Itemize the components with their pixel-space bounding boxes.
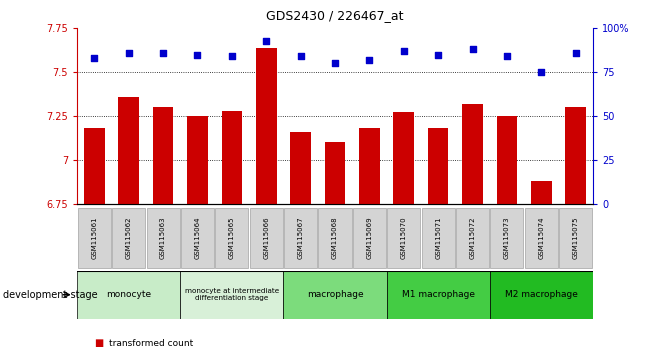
FancyBboxPatch shape <box>318 208 352 268</box>
FancyBboxPatch shape <box>284 208 317 268</box>
FancyBboxPatch shape <box>387 208 420 268</box>
Point <box>536 69 547 75</box>
Bar <box>290 132 311 204</box>
Text: GSM115069: GSM115069 <box>366 217 373 259</box>
Text: GSM115063: GSM115063 <box>160 217 166 259</box>
Bar <box>393 113 414 204</box>
FancyBboxPatch shape <box>559 208 592 268</box>
Text: macrophage: macrophage <box>307 290 363 299</box>
Text: GSM115073: GSM115073 <box>504 217 510 259</box>
FancyBboxPatch shape <box>215 208 249 268</box>
Bar <box>119 97 139 204</box>
Text: GSM115066: GSM115066 <box>263 217 269 259</box>
FancyBboxPatch shape <box>112 208 145 268</box>
Text: transformed count: transformed count <box>109 339 193 348</box>
Text: GSM115064: GSM115064 <box>194 217 200 259</box>
Bar <box>256 47 277 204</box>
Bar <box>462 104 483 204</box>
Point <box>89 55 100 61</box>
FancyBboxPatch shape <box>180 271 283 319</box>
Bar <box>222 111 242 204</box>
Point <box>433 52 444 57</box>
Point <box>502 53 513 59</box>
Text: GSM115074: GSM115074 <box>539 217 544 259</box>
Text: GSM115071: GSM115071 <box>436 217 441 259</box>
FancyBboxPatch shape <box>147 208 180 268</box>
Bar <box>496 116 517 204</box>
Text: GSM115062: GSM115062 <box>126 217 131 259</box>
Text: GDS2430 / 226467_at: GDS2430 / 226467_at <box>266 9 404 22</box>
FancyBboxPatch shape <box>181 208 214 268</box>
Point <box>157 50 168 56</box>
Text: GSM115070: GSM115070 <box>401 217 407 259</box>
FancyBboxPatch shape <box>283 271 387 319</box>
Point <box>364 57 375 63</box>
Text: monocyte: monocyte <box>106 290 151 299</box>
Point <box>570 50 581 56</box>
Point <box>330 61 340 66</box>
Point <box>226 53 237 59</box>
Point <box>261 38 271 44</box>
Text: M1 macrophage: M1 macrophage <box>402 290 474 299</box>
Bar <box>428 128 448 204</box>
Bar <box>565 107 586 204</box>
FancyBboxPatch shape <box>387 271 490 319</box>
Text: M2 macrophage: M2 macrophage <box>505 290 578 299</box>
Bar <box>359 128 380 204</box>
FancyBboxPatch shape <box>250 208 283 268</box>
Text: GSM115061: GSM115061 <box>91 217 97 259</box>
FancyBboxPatch shape <box>490 208 523 268</box>
Bar <box>325 142 345 204</box>
Bar <box>187 116 208 204</box>
Bar <box>84 128 105 204</box>
Text: monocyte at intermediate
differentiation stage: monocyte at intermediate differentiation… <box>185 288 279 301</box>
FancyBboxPatch shape <box>490 271 593 319</box>
FancyBboxPatch shape <box>77 271 180 319</box>
FancyBboxPatch shape <box>456 208 489 268</box>
FancyBboxPatch shape <box>525 208 558 268</box>
Text: GSM115072: GSM115072 <box>470 217 476 259</box>
Text: development stage: development stage <box>3 290 98 300</box>
Text: ■: ■ <box>94 338 103 348</box>
Point <box>123 50 134 56</box>
FancyBboxPatch shape <box>78 208 111 268</box>
Point <box>295 53 306 59</box>
Text: GSM115065: GSM115065 <box>229 217 234 259</box>
Bar <box>531 181 551 204</box>
Point <box>399 48 409 54</box>
Text: GSM115075: GSM115075 <box>573 217 579 259</box>
FancyBboxPatch shape <box>353 208 386 268</box>
Point <box>192 52 203 57</box>
FancyBboxPatch shape <box>421 208 455 268</box>
Bar <box>153 107 174 204</box>
Text: GSM115068: GSM115068 <box>332 217 338 259</box>
Point <box>467 46 478 52</box>
Text: GSM115067: GSM115067 <box>297 217 304 259</box>
